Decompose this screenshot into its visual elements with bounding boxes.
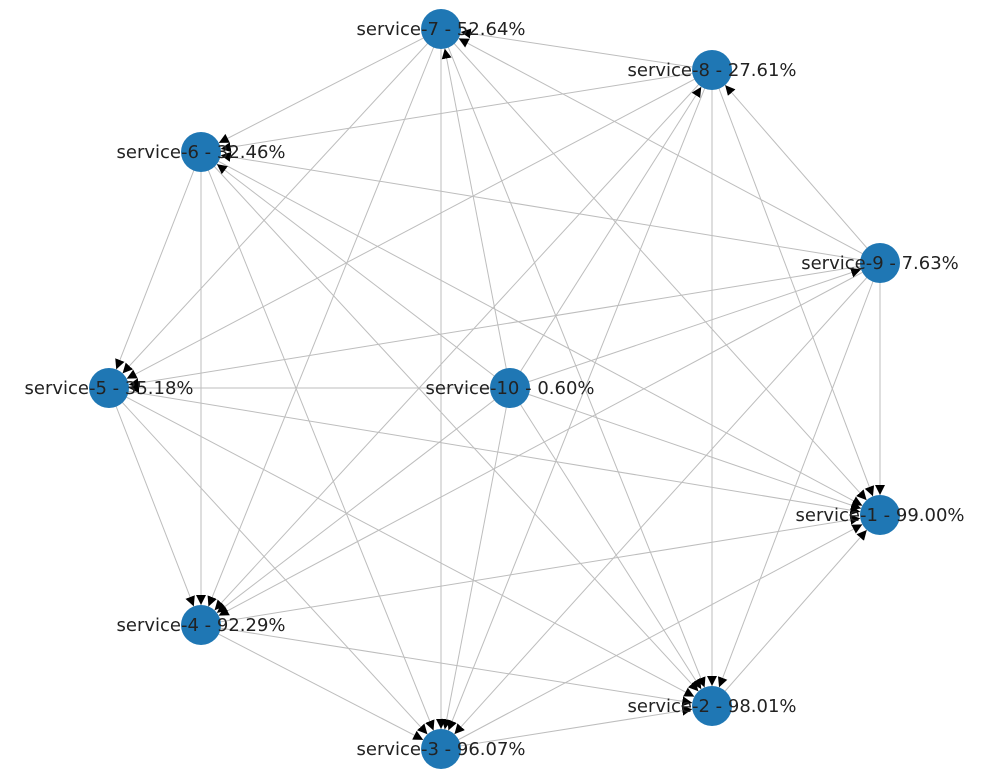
edge (200, 151, 863, 507)
node-label: service-9 - 7.63% (801, 253, 959, 274)
node-label: service-8 - 27.61% (628, 60, 797, 81)
edge (108, 387, 428, 735)
node-label: service-3 - 96.07% (357, 739, 526, 760)
edge (216, 163, 511, 389)
edge (509, 267, 862, 389)
edge (200, 624, 693, 707)
edge (207, 28, 442, 607)
edge (200, 151, 699, 692)
edge (200, 624, 424, 741)
edge (509, 86, 702, 389)
edge (447, 69, 713, 731)
edge (509, 387, 702, 690)
node (860, 495, 900, 535)
node-label: service-2 - 98.01% (628, 696, 797, 717)
edge (108, 387, 861, 516)
node (181, 605, 221, 645)
node (421, 9, 461, 49)
edge (200, 151, 435, 731)
node-label: service-4 - 92.29% (117, 615, 286, 636)
edge (509, 387, 862, 510)
edge (218, 28, 442, 144)
edge (220, 69, 713, 153)
node (89, 368, 129, 408)
node-label: service-1 - 99.00% (796, 505, 965, 526)
edge (214, 69, 713, 611)
edge (460, 28, 713, 71)
edges (108, 28, 885, 750)
edge (108, 387, 695, 698)
edge (440, 705, 693, 750)
node (421, 729, 461, 769)
edge (122, 28, 442, 374)
edge (200, 514, 861, 626)
edge (128, 262, 881, 389)
edge (717, 262, 881, 688)
edge (126, 69, 713, 380)
edge (440, 28, 867, 501)
edge (441, 48, 511, 389)
edge (711, 529, 868, 707)
edge (216, 387, 511, 614)
edge (458, 37, 881, 264)
edge (108, 387, 195, 607)
node-label: service-7 - 52.64% (357, 19, 526, 40)
node (490, 368, 530, 408)
edge (218, 262, 881, 617)
node-label: service-10 - 0.60% (426, 378, 595, 399)
node (692, 686, 732, 726)
node-label: service-6 - 32.46% (117, 142, 286, 163)
edge (220, 151, 881, 264)
node-label: service-5 - 35.18% (25, 378, 194, 399)
node (181, 132, 221, 172)
node (860, 243, 900, 283)
labels: service-1 - 99.00% service-2 - 98.01% serv… (25, 19, 965, 760)
node (692, 50, 732, 90)
edge (711, 69, 875, 497)
edge (454, 262, 881, 735)
edge (441, 387, 511, 730)
edge (115, 151, 202, 370)
edge (440, 523, 863, 750)
edge (724, 84, 881, 264)
edge (440, 28, 706, 688)
nodes (89, 9, 900, 769)
